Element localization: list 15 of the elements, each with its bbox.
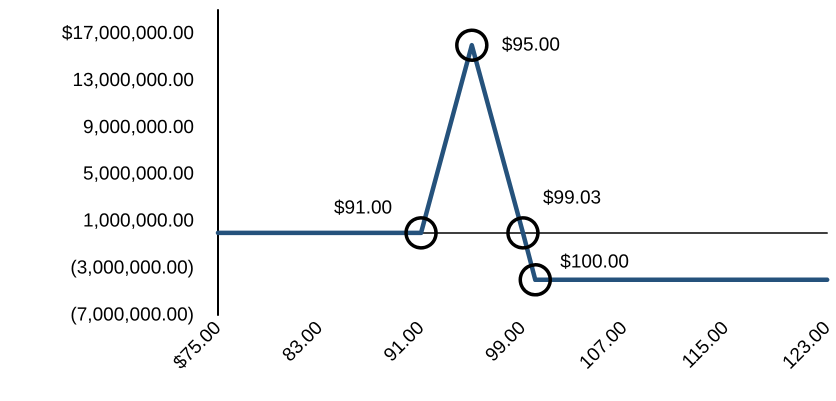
annotation: $91.00 <box>334 197 392 218</box>
y-tick-label: 9,000,000.00 <box>83 116 194 138</box>
y-tick-label: $17,000,000.00 <box>62 22 194 44</box>
point <box>506 216 540 250</box>
y-tick-label: 5,000,000.00 <box>83 164 194 185</box>
point <box>518 263 552 297</box>
y-tick-label: (7,000,000.00) <box>70 304 194 326</box>
point <box>455 28 489 62</box>
y-tick-label: (3,000,000.00) <box>70 258 194 279</box>
annotation: $99.03 <box>542 187 602 208</box>
annotation: $95.00 <box>502 34 560 56</box>
y-tick-label: 1,000,000.00 <box>83 210 194 232</box>
annotation: $100.00 <box>560 251 629 272</box>
y-tick-label: 13,000,000.00 <box>72 70 194 91</box>
point <box>404 216 438 250</box>
